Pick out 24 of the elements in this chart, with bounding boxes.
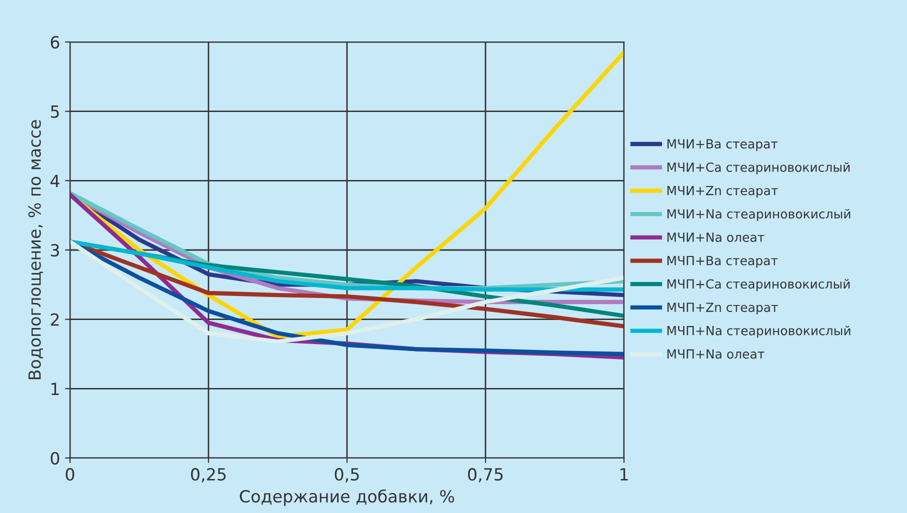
legend-label: МЧП+Ba стеарат [667,256,778,268]
legend-label: МЧИ+Ba стеарат [667,139,778,151]
legend-label: МЧП+Zn стеарат [667,302,778,314]
legend-label: МЧП+Ca стеариновокислый [667,279,850,292]
y-tick-label: 3 [50,244,59,257]
y-tick-label: 0 [50,452,60,465]
y-tick-label: 2 [50,313,59,326]
legend-label: МЧИ+Na стеариновокислый [667,208,850,222]
y-axis-title: Водопоглощение, % по массе [28,120,43,380]
x-tick-label: 0,75 [468,468,503,482]
x-tick-label: 1 [620,468,628,480]
x-tick-label: 0 [66,468,74,481]
legend-label: МЧИ+Zn стеарат [667,186,778,198]
y-tick-label: 4 [50,174,60,187]
legend-label: МЧИ+Ca стеариновокислый [667,162,850,174]
y-tick-label: 6 [50,36,60,49]
legend-label: МЧП+Na олеат [667,349,764,359]
legend-label: МЧИ+Na олеат [667,232,764,242]
x-axis-title: Содержание добавки, % [240,489,454,506]
x-tick-label: 0,25 [191,468,226,482]
y-tick-label: 1 [52,382,59,395]
legend-label: МЧП+Na стеариновокислый [667,326,850,338]
y-tick-label: 5 [50,106,59,118]
x-tick-label: 0,5 [334,468,359,482]
